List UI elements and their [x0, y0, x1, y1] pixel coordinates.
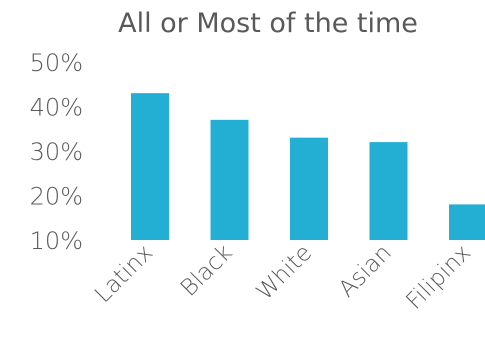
x-tick-label: White	[252, 240, 318, 306]
y-axis: 10% 20% 30% 40% 50%	[30, 49, 83, 255]
y-tick-label: 30%	[30, 138, 83, 166]
y-tick-label: 50%	[30, 49, 83, 77]
x-tick-label: Filipinx	[401, 240, 476, 315]
x-tick-label: Latinx	[90, 240, 158, 308]
bar-filipinx	[449, 204, 485, 240]
bar-asian	[369, 142, 408, 240]
bar-black	[210, 119, 249, 240]
x-tick-label: Asian	[334, 240, 397, 303]
bars	[131, 93, 485, 241]
y-tick-label: 20%	[30, 183, 83, 211]
bar-white	[290, 137, 328, 240]
x-tick-label: Black	[176, 240, 238, 302]
chart-title: All or Most of the time	[118, 8, 418, 39]
bar-latinx	[131, 93, 169, 241]
y-tick-label: 40%	[30, 94, 83, 122]
x-axis: Latinx Black White Asian Filipinx	[90, 240, 476, 315]
y-tick-label: 10%	[30, 227, 83, 255]
